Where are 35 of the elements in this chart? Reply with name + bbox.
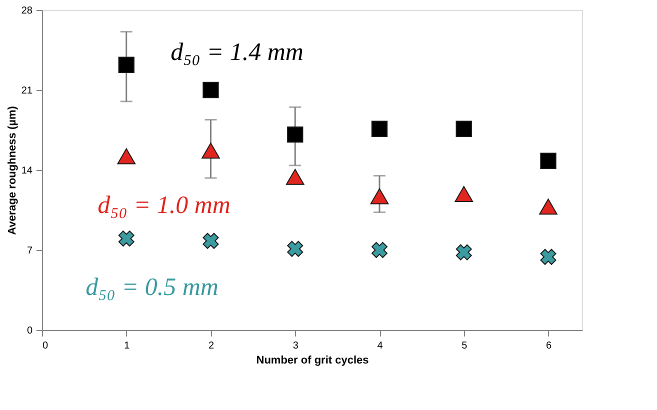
series-label: d₅₀ = 1.4 mm <box>170 39 304 66</box>
point <box>456 120 472 137</box>
point <box>371 242 388 258</box>
point <box>539 198 558 215</box>
x-tick-label: 5 <box>462 340 468 352</box>
point <box>202 232 219 249</box>
y-tick-label: 14 <box>21 166 33 176</box>
point <box>286 168 304 185</box>
x-tick-label: 6 <box>546 340 552 352</box>
x-tick-label: 1 <box>124 340 130 352</box>
point <box>370 188 389 204</box>
point <box>118 230 134 247</box>
y-tick-label: 21 <box>21 86 33 96</box>
x-axis-title: Number of grit cycles <box>256 354 369 366</box>
x-tick-label: 2 <box>208 340 214 352</box>
point <box>456 244 472 260</box>
point <box>202 82 219 98</box>
x-tick-label: 4 <box>377 340 384 352</box>
point <box>117 148 136 164</box>
x-tick-label: 0 <box>42 340 48 352</box>
point <box>454 186 474 202</box>
x-tick-label: 3 <box>292 340 299 352</box>
series-label: d₅₀ = 1.0 mm <box>98 192 230 219</box>
y-axis-title: Average roughness (µm) <box>6 106 18 235</box>
y-tick-label: 7 <box>26 246 33 256</box>
point <box>540 152 556 169</box>
point <box>371 120 388 137</box>
y-tick-label: 28 <box>21 6 33 16</box>
point <box>118 56 134 73</box>
point <box>287 126 304 143</box>
point <box>540 248 556 265</box>
y-tick-label: 0 <box>26 326 33 336</box>
point <box>202 142 220 159</box>
series-label: d₅₀ = 0.5 mm <box>86 274 218 301</box>
point <box>287 240 304 257</box>
